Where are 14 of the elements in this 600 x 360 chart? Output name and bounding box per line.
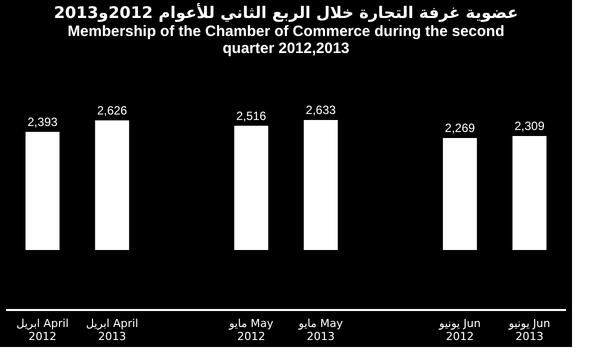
bar: [26, 132, 60, 250]
bar: [304, 120, 338, 250]
bar: [442, 138, 477, 250]
chart-title: عضوية غرفة التجارة خلال الربع الثاني للأعوام 2012و2013: [54, 2, 518, 22]
bar: [234, 126, 268, 250]
chart-subtitle: Membership of the Chamber of Commerce during the second quarter 2012,2013: [68, 23, 504, 57]
data-label: 2,516: [236, 108, 267, 123]
bar: [512, 136, 546, 250]
data-label: 2,393: [28, 114, 58, 129]
bar: [95, 120, 130, 250]
data-label: 2,633: [306, 103, 336, 117]
data-label: 2,269: [444, 120, 476, 135]
data-label: 2,626: [97, 103, 128, 118]
data-label: 2,309: [514, 118, 545, 133]
